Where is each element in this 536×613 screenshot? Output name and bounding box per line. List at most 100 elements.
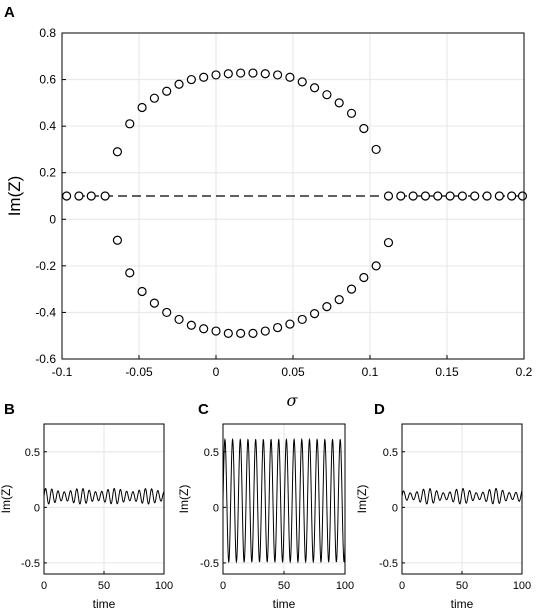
panel-d-x-tick-label: 0 (399, 580, 405, 592)
panel-a-x-axis-label: σ (287, 391, 299, 410)
panel-a-point-upper (297, 77, 307, 87)
panel-a-point-upper (211, 70, 221, 80)
panel-a-y-tick-label: 0.2 (39, 166, 56, 180)
panel-a-point-lower (285, 319, 295, 329)
panel-c-x-tick-label: 50 (278, 580, 290, 592)
panel-a-y-tick-label: 0.6 (39, 73, 56, 87)
panel-a-point-lower (186, 320, 196, 330)
panel-a-point-upper (162, 86, 172, 96)
panel-a-point-upper (433, 191, 443, 201)
panel-a-point-upper (470, 191, 480, 201)
panel-a-point-upper (408, 191, 418, 201)
panel-d-y-tick-label: 0 (392, 502, 398, 514)
panel-a-point-upper (346, 108, 357, 118)
panel-c-x-ticks: 0 50 100 (220, 571, 354, 592)
panel-b-x-tick-label: 50 (98, 580, 110, 592)
panel-b-y-tick-label: 0.5 (25, 447, 40, 459)
panel-d-y-tick-label: 0.5 (383, 447, 398, 459)
panel-a-y-tick-label: -0.6 (35, 352, 56, 366)
panel-label-b: B (4, 401, 15, 418)
panel-c-y-tick-label: 0.5 (204, 447, 219, 459)
panel-a-point-lower (223, 328, 233, 338)
panel-a-point-upper (223, 69, 233, 79)
panel-a-point-lower (383, 237, 394, 248)
panel-c-chart: C 0 50 100 -0.500.5 time Im(Z) (177, 401, 354, 611)
panel-a-point-upper (517, 191, 528, 201)
panel-a-point-lower (162, 307, 172, 318)
panel-c-series-line (222, 437, 346, 564)
panel-a-point-lower (248, 328, 258, 338)
panel-b-y-axis-label: Im(Z) (0, 485, 13, 514)
panel-a-point-upper (100, 191, 110, 201)
panel-a-point-upper (507, 191, 517, 201)
panel-d-y-ticks: -0.5 0 0.5 (379, 447, 405, 570)
panel-c-x-tick-label: 100 (336, 580, 354, 592)
panel-a-x-tick-label: -0.05 (125, 365, 153, 379)
panel-a-point-upper (174, 79, 184, 89)
panel-a-point-upper (186, 74, 196, 85)
panel-a-point-lower (322, 302, 332, 312)
panel-label-c: C (198, 401, 209, 418)
panel-c-x-tick-label: 0 (220, 580, 226, 592)
panel-a-point-upper (371, 144, 381, 155)
panel-a-x-tick-label: 0.2 (516, 365, 533, 379)
panel-a-y-tick-label: 0.8 (39, 26, 56, 40)
panel-b-y-tick-label: 0 (34, 502, 40, 514)
panel-d-x-axis-label: time (451, 597, 474, 611)
panel-a-x-tick-label: -0.1 (52, 365, 73, 379)
panel-a-point-upper (359, 123, 369, 134)
panel-a-point-lower (174, 314, 184, 325)
panel-a-y-ticks: -0.6 -0.4 -0.2 0 0.2 0.4 0.6 0.8 (35, 26, 66, 366)
panel-d-x-tick-label: 100 (513, 580, 531, 592)
panel-a-point-upper (74, 191, 84, 201)
panel-b-x-ticks: 0 50 100 (41, 571, 173, 592)
panel-a-point-lower (137, 286, 147, 297)
panel-d-x-tick-label: 50 (456, 580, 468, 592)
panel-a-point-lower (273, 322, 283, 333)
panel-a-x-ticks: -0.1 -0.05 0 0.05 0.1 0.15 0.2 (52, 355, 533, 379)
panel-c-y-tick-label: -0.5 (200, 558, 219, 570)
panel-a-point-upper (260, 69, 270, 79)
panel-a-point-lower (125, 268, 135, 278)
panel-a-point-upper (420, 191, 431, 201)
panel-a-markers (62, 68, 528, 338)
panel-a-point-lower (112, 235, 123, 245)
panel-d-y-tick-label: -0.5 (379, 558, 398, 570)
panel-a-point-lower (346, 284, 357, 294)
panel-d-series-line (401, 487, 523, 505)
panel-a-point-upper (125, 119, 135, 129)
panel-b-chart: B 0 50 100 -0.500.5 time Im(Z) (0, 401, 173, 611)
panel-a-point-lower (334, 295, 344, 305)
panel-a-y-tick-label: 0 (49, 212, 56, 226)
panel-a-point-lower (149, 298, 159, 308)
panel-a-point-upper (137, 102, 147, 113)
panel-a-point-upper (273, 70, 283, 80)
panel-a-point-upper (445, 191, 455, 201)
panel-b-y-tick-label: -0.5 (21, 558, 40, 570)
panel-a-point-lower (359, 272, 369, 283)
panel-b-x-tick-label: 0 (41, 580, 47, 592)
panel-a-point-lower (211, 326, 221, 336)
panel-a-point-upper (62, 191, 72, 201)
panel-a-point-upper (334, 98, 344, 108)
panel-a-y-tick-label: 0.4 (39, 119, 56, 133)
panel-a-point-upper (309, 83, 320, 93)
panel-a-x-tick-label: 0.15 (435, 365, 459, 379)
panel-a-point-upper (112, 147, 123, 157)
panel-c-y-ticks: -0.5 0 0.5 (200, 447, 226, 570)
panel-d-y-axis-label: Im(Z) (355, 485, 369, 514)
panel-b-series-line (43, 487, 165, 505)
panel-b-y-ticks: -0.5 0 0.5 (21, 447, 47, 570)
panel-a-point-lower (309, 308, 320, 319)
panel-d-chart: D 0 50 100 -0.500.5 time Im(Z) (355, 401, 531, 611)
panel-a-point-upper (482, 191, 492, 201)
panel-c-y-tick-label: 0 (213, 502, 219, 514)
panel-c-x-axis-label: time (273, 597, 296, 611)
panel-a-point-upper (86, 191, 96, 201)
panel-a-y-tick-label: -0.4 (35, 305, 56, 319)
panel-a-point-upper (383, 191, 394, 201)
panel-a-point-upper (396, 191, 406, 201)
panel-a-point-lower (199, 324, 209, 334)
panel-a-point-lower (236, 328, 246, 338)
